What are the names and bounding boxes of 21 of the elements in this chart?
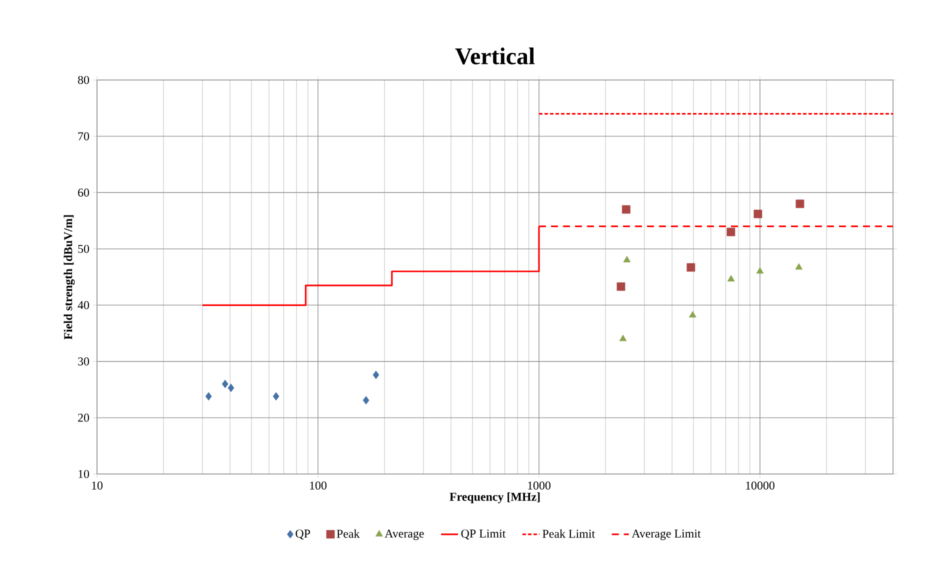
chart-title: Vertical (455, 48, 535, 64)
legend-label: QP Limit (461, 530, 506, 540)
y-tick-label: 20 (78, 414, 90, 422)
y-tick-label: 30 (78, 357, 90, 366)
y-axis-title: Field strength [dBuV/m] (64, 215, 75, 340)
y-tick-label: 60 (78, 188, 90, 197)
legend-label: Average (384, 530, 424, 540)
x-tick-label: 100 (310, 482, 326, 490)
legend-label: Peak (336, 529, 360, 538)
x-axis-title: Frequency [MHz] (450, 492, 540, 504)
y-tick-label: 10 (78, 470, 90, 478)
x-tick-label: 10 (92, 482, 103, 490)
y-tick-label: 70 (78, 132, 90, 140)
y-tick-label: 80 (78, 76, 90, 84)
y-tick-label: 40 (78, 301, 90, 310)
legend-label: Peak Limit (542, 529, 595, 538)
x-tick-label: 1000 (528, 482, 550, 490)
legend-label: QP (296, 530, 310, 540)
y-tick-label: 50 (78, 244, 90, 253)
legend-label: Average Limit (632, 530, 701, 540)
x-tick-label: 10000 (746, 482, 774, 490)
